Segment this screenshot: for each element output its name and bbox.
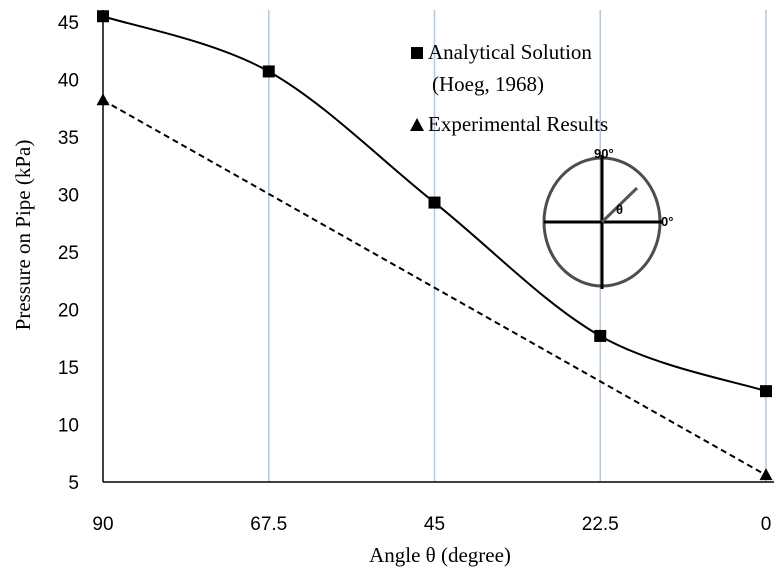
axes — [102, 10, 774, 483]
x-tick-label: 22.5 — [582, 514, 619, 535]
y-tick-labels: 5 10 15 20 25 30 35 40 45 — [58, 13, 79, 494]
legend-label: (Hoeg, 1968) — [432, 72, 544, 96]
x-tick-label: 45 — [424, 514, 445, 535]
legend-marker-square — [411, 47, 423, 59]
marker-triangle — [96, 93, 110, 106]
legend-label: Experimental Results — [428, 112, 608, 136]
marker-square — [760, 385, 772, 398]
y-tick-label: 5 — [68, 473, 79, 494]
pipe-angle-ray — [600, 186, 639, 224]
y-tick-label: 25 — [58, 243, 79, 264]
legend: Analytical Solution (Hoeg, 1968) Experimen… — [410, 40, 608, 136]
legend-marker-triangle — [410, 118, 424, 131]
y-tick-label: 10 — [58, 416, 79, 437]
pipe-angle-inset: 90° 0° θ — [542, 146, 673, 289]
inset-label-90: 90° — [594, 146, 614, 161]
legend-label: Analytical Solution — [428, 40, 592, 64]
inset-label-0: 0° — [661, 214, 673, 229]
grid-lines — [268, 10, 767, 482]
y-tick-label: 40 — [58, 71, 79, 92]
marker-triangle — [759, 468, 773, 481]
marker-square — [428, 196, 441, 209]
y-tick-label: 20 — [58, 301, 79, 322]
legend-item-analytical: Analytical Solution (Hoeg, 1968) — [411, 40, 592, 96]
x-tick-label: 67.5 — [250, 514, 287, 535]
x-tick-label: 0 — [761, 514, 772, 535]
legend-item-experimental: Experimental Results — [410, 112, 608, 136]
y-axis-title: Pressure on Pipe (kPa) — [11, 140, 35, 331]
y-tick-label: 45 — [58, 13, 79, 34]
y-tick-label: 15 — [58, 358, 79, 379]
y-tick-label: 35 — [58, 128, 79, 149]
series-line-experimental — [102, 99, 767, 476]
marker-square — [594, 329, 607, 342]
series-group — [96, 10, 773, 481]
inset-label-theta: θ — [616, 202, 623, 217]
marker-square — [262, 65, 275, 78]
x-axis-title: Angle θ (degree) — [369, 543, 511, 567]
x-tick-label: 90 — [92, 514, 113, 535]
y-tick-label: 30 — [58, 186, 79, 207]
marker-square — [97, 10, 109, 23]
x-tick-labels: 90 67.5 45 22.5 0 — [92, 514, 771, 535]
